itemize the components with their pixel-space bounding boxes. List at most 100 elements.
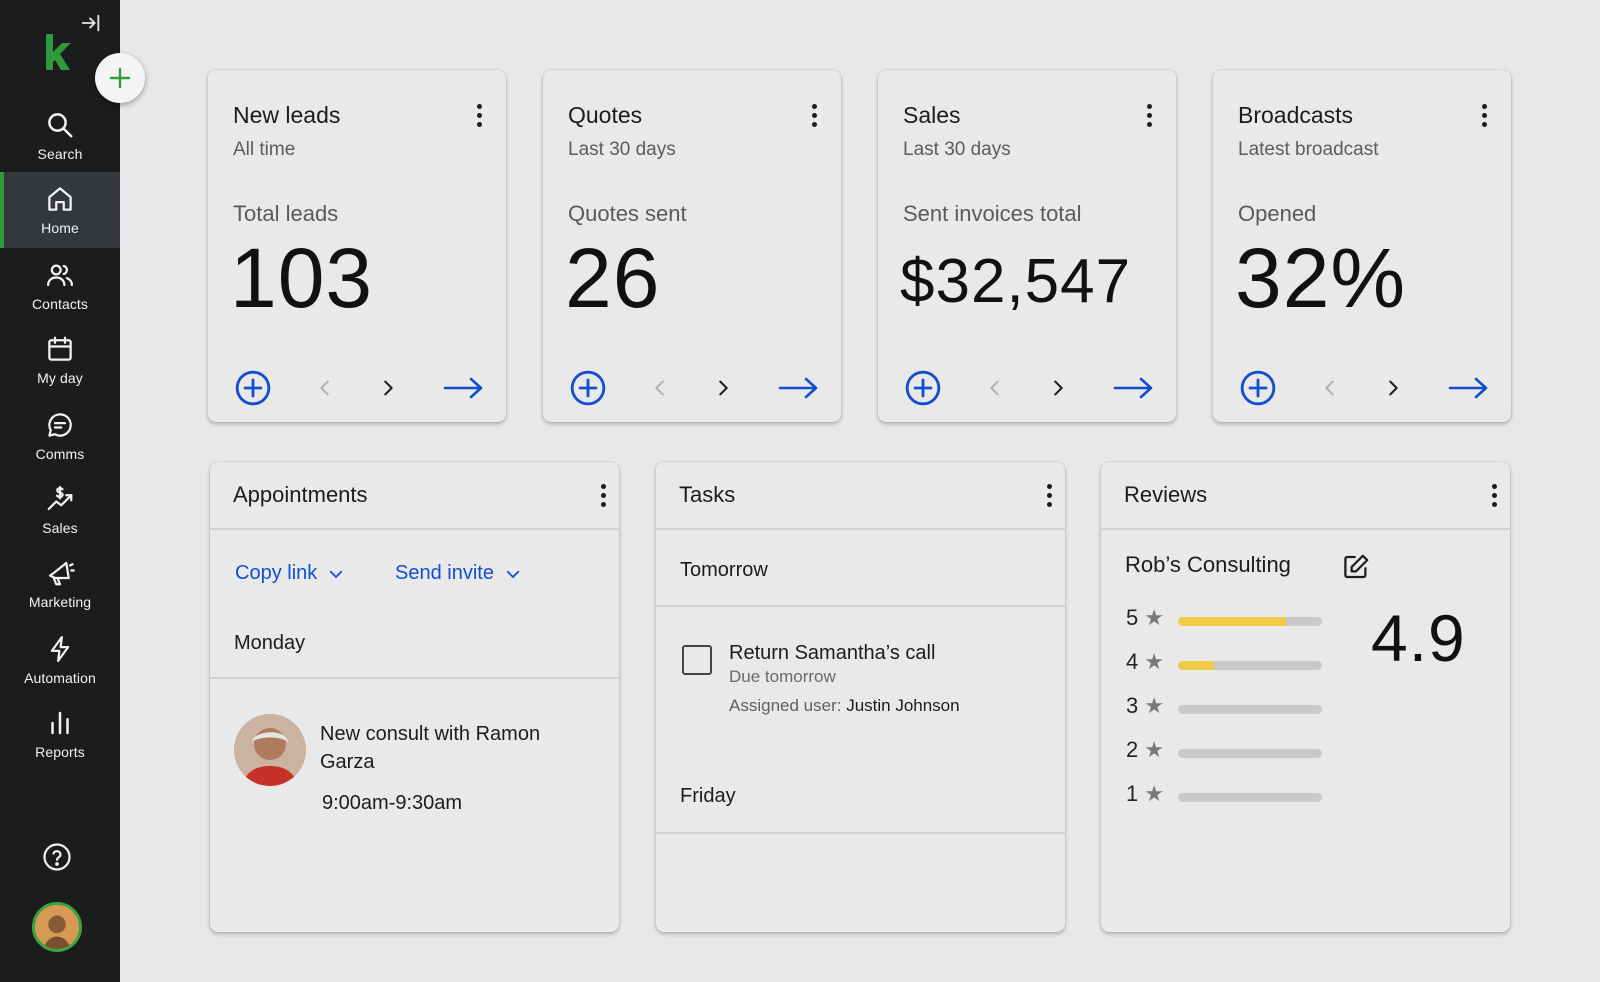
collapse-sidebar-icon[interactable] — [80, 12, 102, 34]
sidebar-item-reports[interactable]: Reports — [0, 696, 120, 772]
rating-bar — [1178, 705, 1322, 714]
more-options-icon[interactable] — [1037, 480, 1061, 510]
group-heading-friday: Friday — [680, 785, 736, 807]
rating-row: 3 ★ — [1126, 693, 1164, 719]
more-options-icon[interactable] — [1472, 100, 1496, 130]
more-options-icon[interactable] — [802, 100, 826, 130]
more-options-icon[interactable] — [467, 100, 491, 130]
group-heading-tomorrow: Tomorrow — [680, 559, 768, 581]
app-logo[interactable] — [42, 32, 72, 72]
next-button[interactable] — [1381, 368, 1405, 408]
chevron-left-icon — [1325, 380, 1334, 396]
divider — [1101, 528, 1510, 530]
arrow-right-icon — [1113, 377, 1153, 399]
edit-icon[interactable] — [1341, 552, 1371, 582]
open-details-button[interactable] — [442, 368, 486, 408]
sidebar-item-contacts[interactable]: Contacts — [0, 248, 120, 324]
day-heading: Monday — [234, 632, 306, 654]
sidebar: Search Home Contacts My day Comms Sales … — [0, 0, 120, 982]
sidebar-item-label: Comms — [35, 446, 85, 462]
assigned-label: Assigned user: — [729, 696, 842, 715]
chat-icon — [48, 413, 72, 437]
more-options-icon[interactable] — [1137, 100, 1161, 130]
plus-circle-icon — [570, 370, 606, 406]
chevron-left-icon — [990, 380, 999, 396]
sidebar-item-label: Reports — [35, 744, 85, 760]
card-actions — [568, 368, 821, 408]
reviews-card: Reviews Rob’s Consulting 5 ★ 4 ★ 3 ★ 2 ★ 1 ★ 4.9 — [1101, 462, 1510, 932]
task-title[interactable]: Return Samantha’s call — [729, 642, 936, 664]
next-button[interactable] — [376, 368, 400, 408]
average-rating: 4.9 — [1371, 601, 1466, 675]
add-button[interactable] — [903, 368, 943, 408]
rating-row: 2 ★ — [1126, 737, 1164, 763]
send-invite-label: Send invite — [395, 562, 494, 584]
add-button[interactable] — [1238, 368, 1278, 408]
rating-bar-fill — [1178, 617, 1286, 626]
search-icon — [48, 113, 73, 138]
quotes-card: Quotes Last 30 days Quotes sent 26 — [543, 70, 841, 422]
previous-button[interactable] — [648, 368, 672, 408]
user-avatar[interactable] — [32, 902, 82, 952]
card-subtitle: Last 30 days — [568, 139, 676, 160]
star-icon: ★ — [1144, 693, 1164, 718]
previous-button[interactable] — [983, 368, 1007, 408]
open-details-button[interactable] — [777, 368, 821, 408]
star-icon: ★ — [1144, 737, 1164, 762]
add-button[interactable] — [568, 368, 608, 408]
metric-value: 26 — [565, 231, 661, 325]
plus-circle-icon — [1240, 370, 1276, 406]
sidebar-item-my-day[interactable]: My day — [0, 322, 120, 398]
star-icon: ★ — [1144, 605, 1164, 630]
card-actions — [233, 368, 486, 408]
divider — [656, 832, 1065, 834]
rating-star-count: 4 — [1126, 649, 1139, 674]
create-new-button[interactable] — [95, 53, 145, 103]
help-icon[interactable] — [42, 842, 72, 872]
metric-value: 32% — [1235, 231, 1407, 325]
next-button[interactable] — [1046, 368, 1070, 408]
chevron-down-icon — [506, 570, 520, 578]
add-button[interactable] — [233, 368, 273, 408]
copy-link-button[interactable]: Copy link — [235, 562, 345, 585]
card-title: Quotes — [568, 102, 643, 128]
sidebar-item-home[interactable]: Home — [0, 172, 120, 248]
chevron-right-icon — [1054, 380, 1063, 396]
card-title: Reviews — [1124, 482, 1208, 507]
broadcasts-card: Broadcasts Latest broadcast Opened 32% — [1213, 70, 1511, 422]
home-icon — [48, 187, 72, 211]
task-due: Due tomorrow — [729, 667, 836, 686]
rating-row: 5 ★ — [1126, 605, 1164, 631]
task-checkbox[interactable] — [682, 645, 712, 675]
card-title: Sales — [903, 102, 961, 128]
previous-button[interactable] — [313, 368, 337, 408]
send-invite-button[interactable]: Send invite — [395, 562, 522, 585]
sidebar-item-marketing[interactable]: Marketing — [0, 546, 120, 622]
sidebar-item-sales[interactable]: Sales — [0, 472, 120, 548]
rating-bar — [1178, 617, 1322, 626]
chevron-right-icon — [384, 380, 393, 396]
previous-button[interactable] — [1318, 368, 1342, 408]
open-details-button[interactable] — [1112, 368, 1156, 408]
more-options-icon[interactable] — [1482, 480, 1506, 510]
chevron-right-icon — [719, 380, 728, 396]
card-title: Broadcasts — [1238, 102, 1354, 128]
metric-label: Sent invoices total — [903, 201, 1082, 226]
rating-bar — [1178, 661, 1322, 670]
metric-value: 103 — [230, 231, 374, 325]
sidebar-item-automation[interactable]: Automation — [0, 622, 120, 698]
sidebar-item-search[interactable]: Search — [0, 98, 120, 174]
divider — [656, 528, 1065, 530]
appointments-card: Appointments Copy link Send invite Monda… — [210, 462, 619, 932]
star-icon: ★ — [1144, 649, 1164, 674]
megaphone-icon — [48, 561, 75, 586]
appointment-item[interactable]: New consult with Ramon Garza 9:00am-9:30… — [234, 714, 594, 824]
next-button[interactable] — [711, 368, 735, 408]
sidebar-item-comms[interactable]: Comms — [0, 398, 120, 474]
more-options-icon[interactable] — [591, 480, 615, 510]
chevron-right-icon — [1389, 380, 1398, 396]
card-actions — [903, 368, 1156, 408]
metric-value: $32,547 — [900, 247, 1132, 316]
open-details-button[interactable] — [1447, 368, 1491, 408]
chevron-left-icon — [655, 380, 664, 396]
